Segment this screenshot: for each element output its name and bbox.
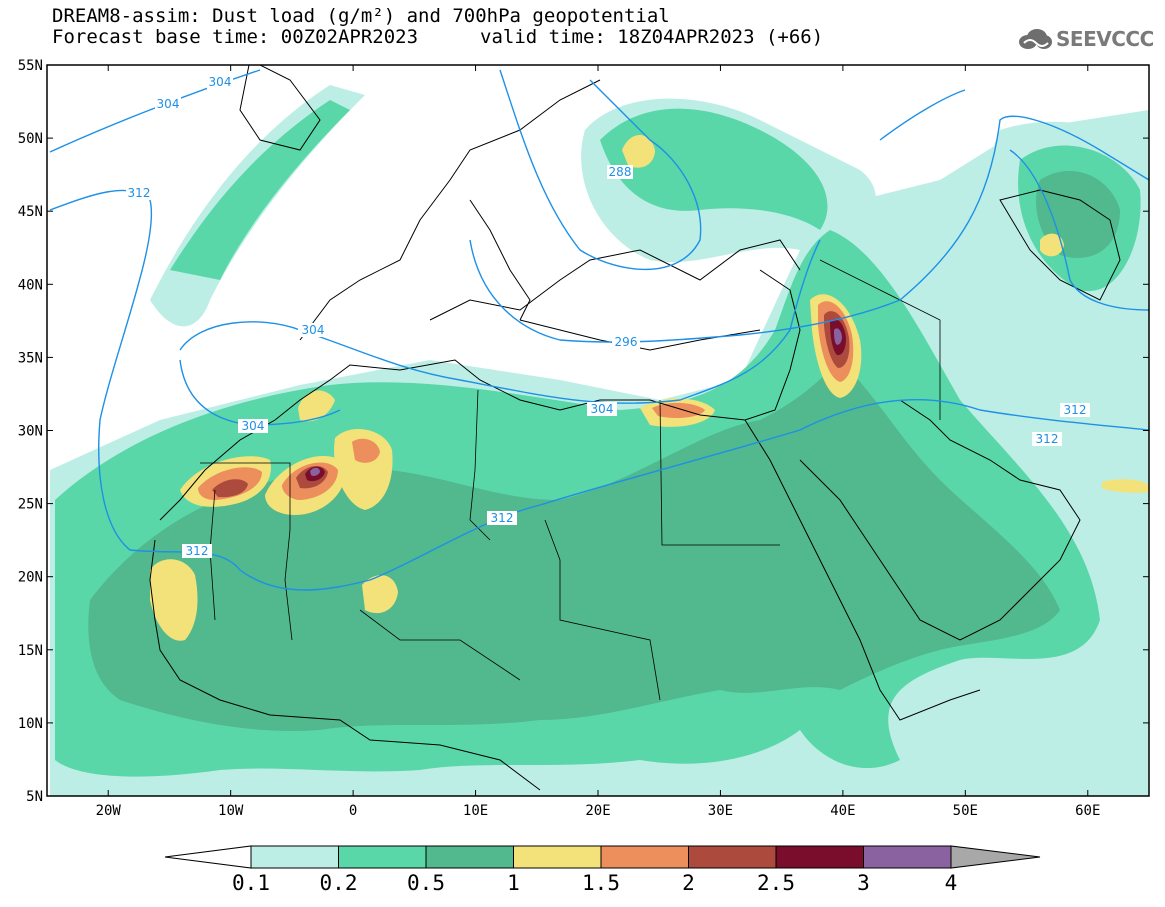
contour-label: 304 (298, 323, 328, 337)
svg-text:312: 312 (1064, 403, 1087, 417)
contour-label: 296 (612, 335, 640, 349)
dust-band-l4-gulf (1102, 479, 1149, 493)
dust-band-l4-poland (622, 135, 655, 168)
map-title: DREAM8-assim: Dust load (g/m²) and 700hP… (52, 5, 670, 27)
dust-band-l4-mali (362, 575, 398, 614)
colorbar-label: 4 (945, 871, 958, 895)
lon-tick-label: 20W (96, 803, 122, 819)
svg-text:304: 304 (157, 97, 180, 111)
contour-label: 312 (487, 511, 517, 525)
colorbar-segment (688, 845, 777, 869)
lat-tick-label: 40N (18, 277, 43, 293)
svg-text:312: 312 (186, 544, 209, 558)
svg-text:312: 312 (491, 511, 514, 525)
colorbar-label: 2 (682, 871, 695, 895)
colorbar-segment (775, 845, 864, 869)
geopotential-contours (49, 69, 1149, 591)
lon-tick-label: 10W (218, 803, 244, 819)
map-axes: 20W 10W 0 10E 20E 30E 40E 50E 60E 55N 50N 45N 40N 35N… (18, 58, 1149, 819)
contour-label: 312 (1060, 403, 1090, 417)
svg-text:296: 296 (615, 335, 638, 349)
colorbar-label: 0.5 (407, 871, 445, 895)
contour-label: 312 (1032, 432, 1062, 446)
colorbar-label: 1.5 (582, 871, 620, 895)
lat-tick-label: 35N (18, 350, 43, 366)
lon-tick-label: 20E (585, 803, 610, 819)
svg-text:288: 288 (609, 165, 632, 179)
lon-tick-label: 60E (1075, 803, 1100, 819)
dust-band-l4-morocco (298, 390, 335, 422)
contour-label: 312 (126, 186, 152, 200)
colorbar-segment (513, 845, 602, 869)
colorbar-label: 2.5 (757, 871, 795, 895)
contour-label: 288 (607, 165, 633, 179)
lat-tick-label: 55N (18, 58, 43, 74)
colorbar-high-extend (950, 845, 1041, 869)
lat-tick-label: 15N (18, 643, 43, 659)
svg-text:304: 304 (591, 402, 614, 416)
colorbar: 0.1 0.2 0.5 1 1.5 2 2.5 3 4 (164, 845, 1041, 895)
dust-band-l8-syria (834, 328, 842, 345)
lat-tick-label: 5N (26, 789, 43, 805)
svg-text:304: 304 (302, 323, 325, 337)
colorbar-segment (425, 845, 514, 869)
colorbar-label: 3 (857, 871, 870, 895)
contour-label: 304 (207, 75, 233, 89)
lat-tick-label: 10N (18, 716, 43, 732)
colorbar-segment (338, 845, 427, 869)
dust-band-l8-algeria (310, 467, 320, 476)
svg-text:304: 304 (209, 75, 232, 89)
dust-band-l5-egypt (652, 402, 705, 418)
svg-text:312: 312 (128, 186, 151, 200)
dust-band-l5-algeria-e (352, 438, 380, 463)
lon-tick-label: 50E (953, 803, 978, 819)
lat-tick-label: 30N (18, 424, 43, 440)
lat-tick-label: 20N (18, 570, 43, 586)
lon-tick-label: 30E (708, 803, 733, 819)
dust-band-l2-balkans (600, 108, 828, 230)
colorbar-segment (863, 845, 952, 869)
lon-tick-label: 10E (463, 803, 488, 819)
colorbar-segment (600, 845, 689, 869)
lat-tick-label: 45N (18, 204, 43, 220)
dust-band-l4-mauritania (150, 559, 198, 641)
seevccc-logo: SEEVCCC (1018, 27, 1154, 51)
colorbar-label: 0.1 (232, 871, 270, 895)
colorbar-segment (250, 845, 339, 869)
contour-label: 304 (155, 97, 181, 111)
colorbar-low-extend (164, 845, 252, 869)
contour-labels: 304 304 312 288 304 296 304 304 312 312 … (126, 75, 1090, 558)
dust-band-l2-north (170, 100, 350, 280)
dust-band-l3 (88, 360, 1061, 731)
svg-text:312: 312 (1036, 432, 1059, 446)
lon-tick-label: 0 (349, 803, 357, 819)
contour-label: 304 (238, 419, 268, 433)
logo-text: SEEVCCC (1056, 27, 1154, 51)
contour-label: 312 (182, 544, 212, 558)
lat-tick-label: 50N (18, 131, 43, 147)
cloud-icon (1019, 29, 1052, 49)
forecast-base-time: Forecast base time: 00Z02APR2023 (52, 26, 419, 48)
valid-time: valid time: 18Z04APR2023 (+66) (480, 26, 824, 48)
lat-tick-label: 25N (18, 497, 43, 513)
lon-tick-label: 40E (830, 803, 855, 819)
contour-label: 304 (587, 402, 617, 416)
dust-band-l4-caspian (1040, 233, 1064, 257)
colorbar-label: 1 (507, 871, 520, 895)
colorbar-label: 0.2 (320, 871, 358, 895)
dust-band-l6-algeria-w (212, 479, 248, 498)
dust-field (47, 65, 1149, 796)
svg-text:304: 304 (242, 419, 265, 433)
